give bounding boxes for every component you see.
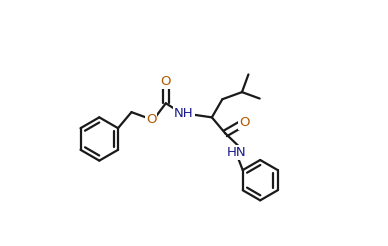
Text: HN: HN — [227, 146, 246, 159]
Text: O: O — [239, 116, 250, 129]
Text: O: O — [161, 75, 171, 88]
Text: O: O — [146, 113, 156, 126]
Text: NH: NH — [174, 107, 194, 120]
